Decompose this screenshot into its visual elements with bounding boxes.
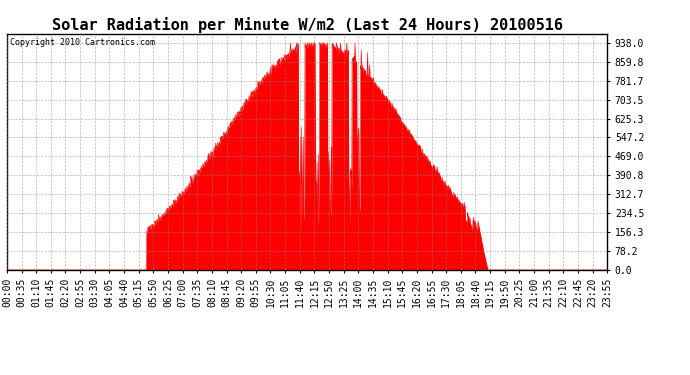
- Title: Solar Radiation per Minute W/m2 (Last 24 Hours) 20100516: Solar Radiation per Minute W/m2 (Last 24…: [52, 16, 562, 33]
- Text: Copyright 2010 Cartronics.com: Copyright 2010 Cartronics.com: [10, 39, 155, 48]
